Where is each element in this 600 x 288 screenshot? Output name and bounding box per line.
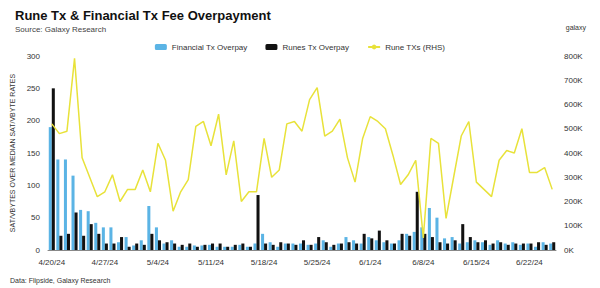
svg-text:200: 200 [27, 116, 41, 125]
svg-text:700K: 700K [564, 76, 583, 85]
svg-text:6/8/24: 6/8/24 [412, 258, 435, 267]
svg-text:SAT/VBYTES OVER MEDIAN SAT/VBY: SAT/VBYTES OVER MEDIAN SAT/VBYTE RATES [9, 74, 16, 233]
svg-text:Rune Tx & Financial Tx Fee Ove: Rune Tx & Financial Tx Fee Overpayment [15, 8, 271, 23]
svg-text:100: 100 [27, 181, 41, 190]
svg-text:300: 300 [27, 52, 41, 61]
svg-text:500K: 500K [564, 124, 583, 133]
svg-text:600K: 600K [564, 100, 583, 109]
svg-text:4/27/24: 4/27/24 [92, 258, 119, 267]
svg-text:Financial Tx Overpay: Financial Tx Overpay [172, 43, 247, 52]
svg-text:5/11/24: 5/11/24 [198, 258, 225, 267]
svg-text:Runes Tx Overpay: Runes Tx Overpay [282, 43, 349, 52]
svg-text:400K: 400K [564, 149, 583, 158]
svg-text:5/4/24: 5/4/24 [147, 258, 170, 267]
svg-text:6/1/24: 6/1/24 [359, 258, 382, 267]
svg-text:50: 50 [31, 213, 40, 222]
svg-text:300K: 300K [564, 173, 583, 182]
svg-text:6/15/24: 6/15/24 [463, 258, 490, 267]
svg-text:200K: 200K [564, 197, 583, 206]
svg-text:250: 250 [27, 84, 41, 93]
svg-text:800K: 800K [564, 52, 583, 61]
svg-text:4/20/24: 4/20/24 [38, 258, 65, 267]
svg-text:Data: Flipside, Galaxy Researc: Data: Flipside, Galaxy Research [10, 277, 110, 285]
svg-text:5/25/24: 5/25/24 [304, 258, 331, 267]
svg-text:galaxy: galaxy [566, 24, 587, 32]
svg-text:100K: 100K [564, 221, 583, 230]
svg-text:Source: Galaxy Research: Source: Galaxy Research [15, 25, 106, 34]
svg-text:Rune TXs (RHS): Rune TXs (RHS) [385, 43, 445, 52]
svg-text:0K: 0K [564, 246, 574, 255]
svg-text:6/22/24: 6/22/24 [516, 258, 543, 267]
svg-text:150: 150 [27, 149, 41, 158]
svg-text:5/18/24: 5/18/24 [251, 258, 278, 267]
svg-text:0: 0 [36, 246, 41, 255]
